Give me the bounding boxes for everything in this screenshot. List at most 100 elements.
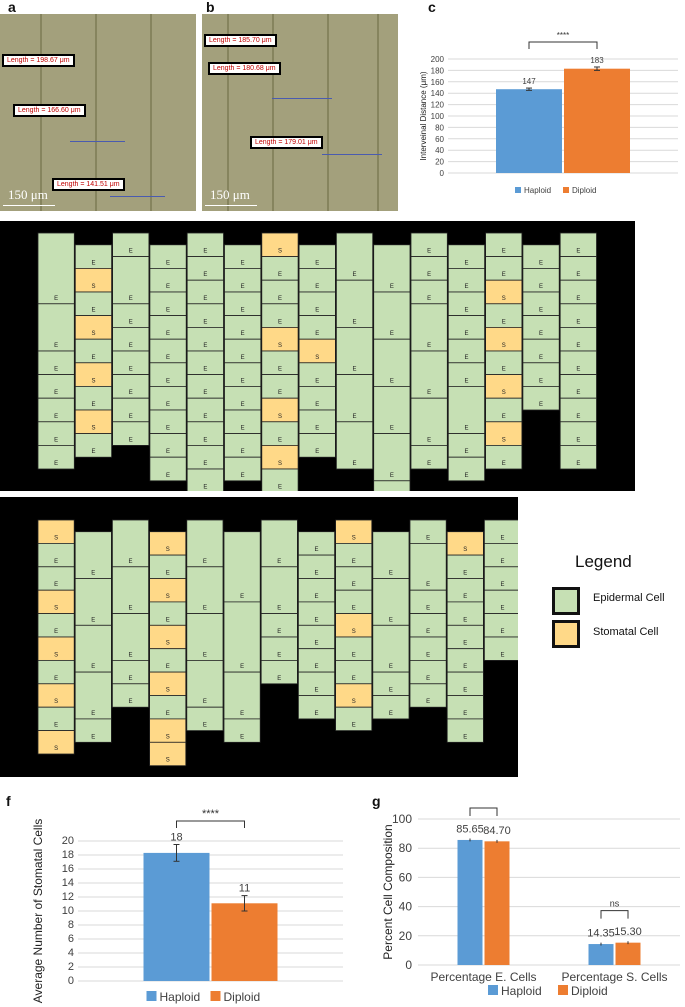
cell-label: S bbox=[278, 414, 282, 420]
cell-label: E bbox=[277, 652, 281, 658]
cell-label: E bbox=[576, 367, 580, 373]
cell-label: E bbox=[426, 582, 430, 588]
epidermal-cell bbox=[260, 519, 298, 568]
cell-label: S bbox=[91, 426, 95, 432]
legend-title: Legend bbox=[575, 552, 632, 571]
y-tick-label: 40 bbox=[399, 900, 413, 914]
cell-label: E bbox=[464, 378, 468, 384]
cell-label: E bbox=[91, 734, 95, 740]
epidermal-cell bbox=[446, 718, 484, 743]
measurement-label: Length = 166.60 μm bbox=[13, 104, 86, 117]
y-tick-label: 20 bbox=[62, 835, 74, 847]
cell-label: E bbox=[91, 449, 95, 455]
epidermal-cell bbox=[186, 706, 224, 731]
cell-label: E bbox=[129, 249, 133, 255]
epidermal-cell bbox=[112, 256, 150, 305]
cell-label: E bbox=[203, 699, 207, 705]
cell-label: E bbox=[427, 343, 431, 349]
y-tick-label: 140 bbox=[431, 89, 445, 98]
cell-label: E bbox=[240, 734, 244, 740]
measurement-label: Length = 179.01 μm bbox=[250, 136, 323, 149]
significance-label: **** bbox=[202, 808, 220, 820]
cell-label: E bbox=[203, 272, 207, 278]
epidermal-cell bbox=[186, 566, 224, 615]
epidermal-cell bbox=[186, 519, 224, 568]
cell-label: E bbox=[576, 319, 580, 325]
cell-label: E bbox=[502, 414, 506, 420]
cell-label: E bbox=[352, 559, 356, 565]
cell-label: S bbox=[54, 606, 58, 612]
y-tick-label: 12 bbox=[62, 891, 74, 903]
cell-label: E bbox=[128, 606, 132, 612]
cell-label: E bbox=[91, 402, 95, 408]
cell-label: E bbox=[315, 260, 319, 266]
cell-label: E bbox=[91, 260, 95, 266]
y-axis-label: Interveinal Distance (μm) bbox=[419, 71, 428, 160]
cell-label: E bbox=[203, 437, 207, 443]
epidermal-cell bbox=[485, 444, 523, 470]
epidermal-cell bbox=[297, 695, 335, 720]
y-axis-label: Percent Cell Composition bbox=[381, 824, 395, 959]
cell-label: E bbox=[129, 437, 133, 443]
cell-label: E bbox=[203, 296, 207, 302]
significance-label: ns bbox=[610, 899, 620, 909]
cell-label: E bbox=[241, 355, 245, 361]
cell-label: E bbox=[129, 367, 133, 373]
cell-label: E bbox=[277, 676, 281, 682]
cell-label: E bbox=[390, 331, 394, 337]
y-tick-label: 14 bbox=[62, 877, 74, 889]
cell-label: E bbox=[54, 723, 58, 729]
cell-label: S bbox=[502, 296, 506, 302]
cell-label: S bbox=[166, 547, 170, 553]
epidermal-cell bbox=[37, 303, 75, 352]
cell-label: E bbox=[500, 629, 504, 635]
cell-label: E bbox=[277, 606, 281, 612]
epidermal-cell bbox=[186, 659, 224, 708]
epidermal-cell bbox=[112, 613, 150, 661]
y-tick-label: 80 bbox=[435, 123, 444, 132]
cell-label: E bbox=[539, 378, 543, 384]
cell-label: S bbox=[54, 746, 58, 752]
cell-label: E bbox=[539, 284, 543, 290]
epidermal-cell bbox=[74, 718, 112, 743]
cell-label: E bbox=[576, 343, 580, 349]
cell-label: E bbox=[427, 296, 431, 302]
cell-label: E bbox=[427, 272, 431, 278]
significance-label: ns bbox=[479, 805, 489, 806]
cell-grid-haploid: E E E E E E E E S E S E S E S E E E E E E E E E E E E E E E E E E E E E E E E E… bbox=[0, 221, 635, 505]
epidermal-cell bbox=[112, 421, 150, 446]
cell-label: S bbox=[166, 594, 170, 600]
cell-label: E bbox=[91, 355, 95, 361]
cell-label: E bbox=[500, 535, 504, 541]
panel-label-g: g bbox=[372, 793, 381, 809]
cell-label: E bbox=[390, 473, 394, 479]
cell-label: E bbox=[128, 676, 132, 682]
measurement-label: Length = 180.68 μm bbox=[208, 62, 281, 75]
cell-label: E bbox=[427, 461, 431, 467]
cell-label: E bbox=[314, 711, 318, 717]
cell-label: E bbox=[241, 378, 245, 384]
cell-label: E bbox=[203, 390, 207, 396]
cell-label: E bbox=[464, 331, 468, 337]
y-tick-label: 20 bbox=[399, 929, 413, 943]
cell-label: E bbox=[241, 308, 245, 314]
legend-entry: Haploid bbox=[501, 984, 542, 998]
epidermal-cell bbox=[260, 659, 298, 685]
cell-label: E bbox=[203, 652, 207, 658]
cell-label: E bbox=[464, 308, 468, 314]
cell-label: E bbox=[241, 402, 245, 408]
x-tick-label: Percentage S. Cells bbox=[561, 970, 667, 984]
cell-label: E bbox=[463, 641, 467, 647]
y-axis-label: Average Number of Stomatal Cells bbox=[31, 819, 45, 1004]
epidermal-cell bbox=[372, 624, 410, 673]
epidermal-cell bbox=[522, 385, 560, 411]
bar-haploid bbox=[496, 89, 562, 173]
cell-label: E bbox=[576, 437, 580, 443]
epidermal-cell bbox=[112, 683, 150, 708]
cell-label: E bbox=[463, 711, 467, 717]
data-label: 84.70 bbox=[483, 825, 511, 837]
cell-label: E bbox=[500, 652, 504, 658]
cell-label: E bbox=[278, 319, 282, 325]
cell-label: E bbox=[203, 485, 207, 491]
